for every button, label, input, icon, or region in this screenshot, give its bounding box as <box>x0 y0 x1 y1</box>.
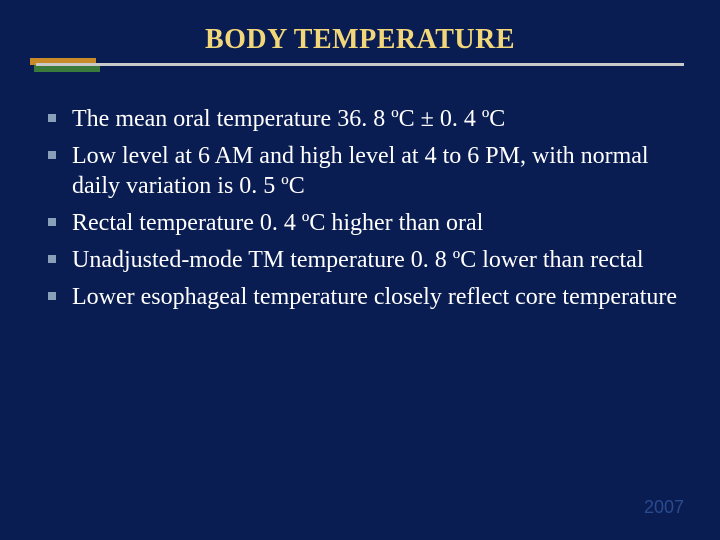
square-bullet-icon <box>48 151 56 159</box>
accent-bottom <box>34 65 100 72</box>
list-item-text: Rectal temperature 0. 4 ºC higher than o… <box>72 210 483 236</box>
square-bullet-icon <box>48 218 56 226</box>
list-item: Rectal temperature 0. 4 ºC higher than o… <box>48 208 684 239</box>
footer-year: 2007 <box>644 497 684 518</box>
list-item-text: The mean oral temperature 36. 8 ºC ± 0. … <box>72 106 505 132</box>
slide: BODY TEMPERATURE The mean oral temperatu… <box>0 0 720 540</box>
bullet-list: The mean oral temperature 36. 8 ºC ± 0. … <box>36 104 684 312</box>
list-item: Lower esophageal temperature closely ref… <box>48 282 684 313</box>
title-underline <box>36 62 684 76</box>
horizontal-rule <box>36 63 684 66</box>
list-item: Unadjusted-mode TM temperature 0. 8 ºC l… <box>48 245 684 276</box>
list-item-text: Low level at 6 AM and high level at 4 to… <box>72 143 649 200</box>
slide-title: BODY TEMPERATURE <box>36 24 684 56</box>
square-bullet-icon <box>48 114 56 122</box>
list-item: Low level at 6 AM and high level at 4 to… <box>48 141 684 202</box>
square-bullet-icon <box>48 255 56 263</box>
square-bullet-icon <box>48 292 56 300</box>
list-item-text: Unadjusted-mode TM temperature 0. 8 ºC l… <box>72 247 644 273</box>
list-item: The mean oral temperature 36. 8 ºC ± 0. … <box>48 104 684 135</box>
list-item-text: Lower esophageal temperature closely ref… <box>72 284 677 310</box>
